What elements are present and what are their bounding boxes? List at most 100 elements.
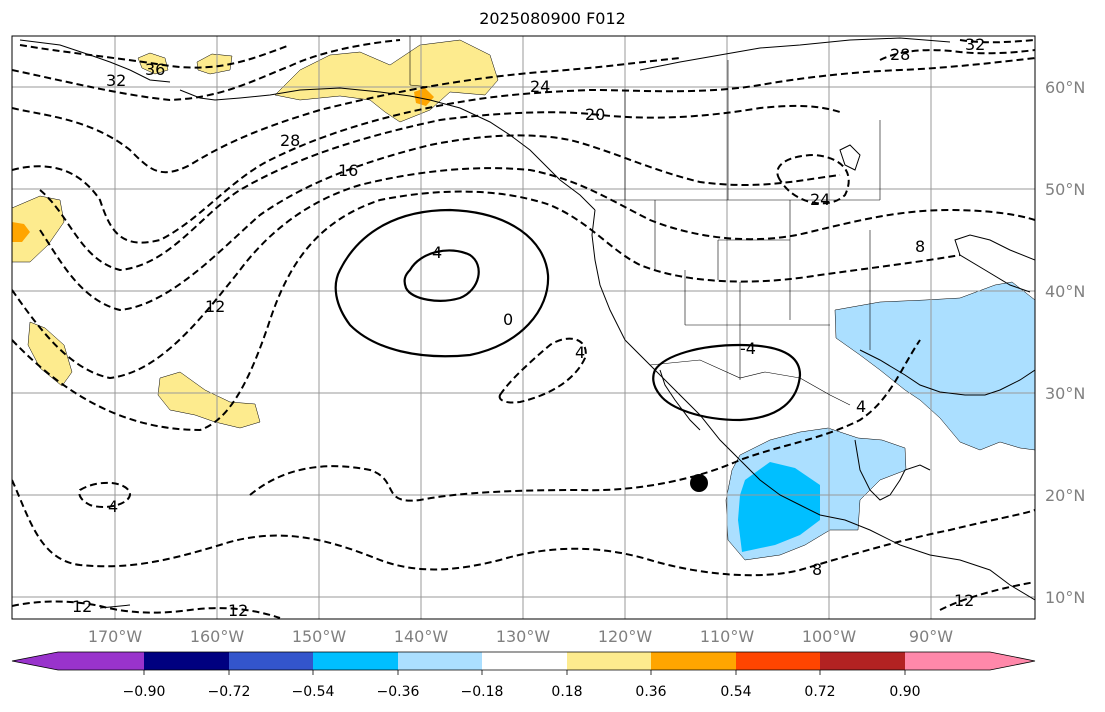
contour-label: 20 (585, 105, 605, 124)
height-contours (12, 39, 1035, 619)
colorbar-tick: 0.18 (551, 684, 582, 700)
contour-36 (19, 44, 291, 69)
colorbar-tick: −0.90 (123, 684, 166, 700)
contour-8a (12, 190, 961, 432)
contour-label: 24 (530, 77, 550, 96)
contour-label: 8 (812, 560, 822, 579)
colorbar-tick: −0.18 (461, 684, 504, 700)
negative-anomaly-shading (725, 281, 1035, 561)
contour-label: 12 (954, 591, 974, 610)
map-content: 36 32 28 24 20 16 12 4 0 4 4 8 8 12 24 4… (12, 35, 1035, 620)
shade-mexico-dark (738, 462, 820, 552)
contour-20 (39, 104, 841, 272)
shade-bering-2 (196, 53, 233, 75)
contour-label: -4 (740, 339, 756, 358)
colorbar-segment (905, 652, 990, 670)
coastlines (19, 37, 1035, 609)
contour-label: 28 (890, 45, 910, 64)
colorbar-segment (567, 652, 651, 670)
shade-west-orange (12, 222, 30, 242)
lon-label: 100°W (802, 627, 857, 646)
lon-label: 110°W (700, 627, 755, 646)
colorbar-outline (11, 651, 1036, 671)
colorbar-segment (398, 652, 482, 670)
shade-west-2 (27, 321, 73, 387)
contour-12-south (12, 600, 281, 619)
contour-label: 12 (205, 297, 225, 316)
contour-label: 32 (965, 35, 985, 54)
contour-4-south (249, 339, 921, 502)
contour-28 (12, 57, 681, 174)
contour-24 (12, 57, 1035, 244)
contour-label: 24 (810, 190, 830, 209)
colorbar-segment (144, 652, 229, 670)
figure-title: 2025080900 F012 (479, 9, 626, 28)
longitude-labels: 170°W 160°W 150°W 140°W 130°W 120°W 110°… (88, 627, 953, 646)
lat-label: 50°N (1045, 180, 1085, 199)
lat-label: 10°N (1045, 588, 1085, 607)
storm-marker (690, 474, 708, 492)
contour-28-ne (879, 49, 1035, 61)
contour-label: 0 (503, 310, 513, 329)
colorbar-tick: −0.72 (208, 684, 251, 700)
lon-label: 120°W (598, 627, 653, 646)
colorbar-segment (313, 652, 398, 670)
lon-label: 90°W (909, 627, 953, 646)
contour-12 (12, 167, 1035, 380)
contour-label: 28 (280, 131, 300, 150)
contour-8-south (12, 479, 1035, 577)
contour-label: 4 (575, 343, 585, 362)
colorbar-segment (229, 652, 313, 670)
lon-label: 160°W (190, 627, 245, 646)
lon-label: 150°W (292, 627, 347, 646)
contour-label: 32 (106, 71, 126, 90)
contour-16 (39, 134, 841, 312)
graticule (12, 36, 1035, 619)
shade-west-1 (12, 195, 65, 263)
lat-label: 20°N (1045, 486, 1085, 505)
map-frame (11, 35, 1036, 620)
contour-4-high (403, 249, 480, 302)
contour-label: 36 (145, 60, 165, 79)
political-borders (409, 36, 881, 406)
contour-label: 4 (108, 497, 118, 516)
contour-label: 4 (432, 243, 442, 262)
colorbar-tick: 0.36 (635, 684, 666, 700)
contour-4-west (78, 481, 132, 508)
contour-32 (12, 39, 401, 102)
contour-label: 4 (856, 397, 866, 416)
colorbar-tick: 0.54 (720, 684, 751, 700)
contour-32-ne (959, 39, 1035, 44)
contour-0-high (334, 208, 550, 358)
contour-24-low (776, 153, 850, 205)
colorbar-tick: −0.54 (292, 684, 335, 700)
shade-southeast-us (834, 281, 1035, 451)
colorbar-segment (736, 652, 820, 670)
contour-0-mexico (652, 343, 802, 422)
latitude-labels: 60°N 50°N 40°N 30°N 20°N 10°N (1045, 78, 1085, 607)
contour-label: 8 (915, 237, 925, 256)
lon-label: 140°W (394, 627, 449, 646)
contour-label: 16 (338, 161, 358, 180)
colorbar-tick: 0.72 (804, 684, 835, 700)
lat-label: 40°N (1045, 282, 1085, 301)
colorbar: −0.90 −0.72 −0.54 −0.36 −0.18 0.18 0.36 … (11, 651, 1036, 700)
positive-anomaly-shading (12, 39, 499, 429)
lon-label: 170°W (88, 627, 143, 646)
contour-labels: 36 32 28 24 20 16 12 4 0 4 4 8 8 12 24 4… (72, 35, 985, 620)
lat-label: 30°N (1045, 384, 1085, 403)
colorbar-tick: −0.36 (377, 684, 420, 700)
colorbar-segment (58, 652, 144, 670)
contour-label: 12 (72, 597, 92, 616)
colorbar-segment (820, 652, 905, 670)
shade-central (157, 371, 261, 429)
contour-label: 12 (228, 601, 248, 620)
colorbar-left-extension (12, 652, 58, 670)
lon-label: 130°W (496, 627, 551, 646)
contour-4-low (498, 337, 587, 404)
shade-alaska-orange (414, 88, 434, 106)
lat-label: 60°N (1045, 78, 1085, 97)
colorbar-right-extension (990, 652, 1035, 670)
colorbar-segment (482, 652, 567, 670)
